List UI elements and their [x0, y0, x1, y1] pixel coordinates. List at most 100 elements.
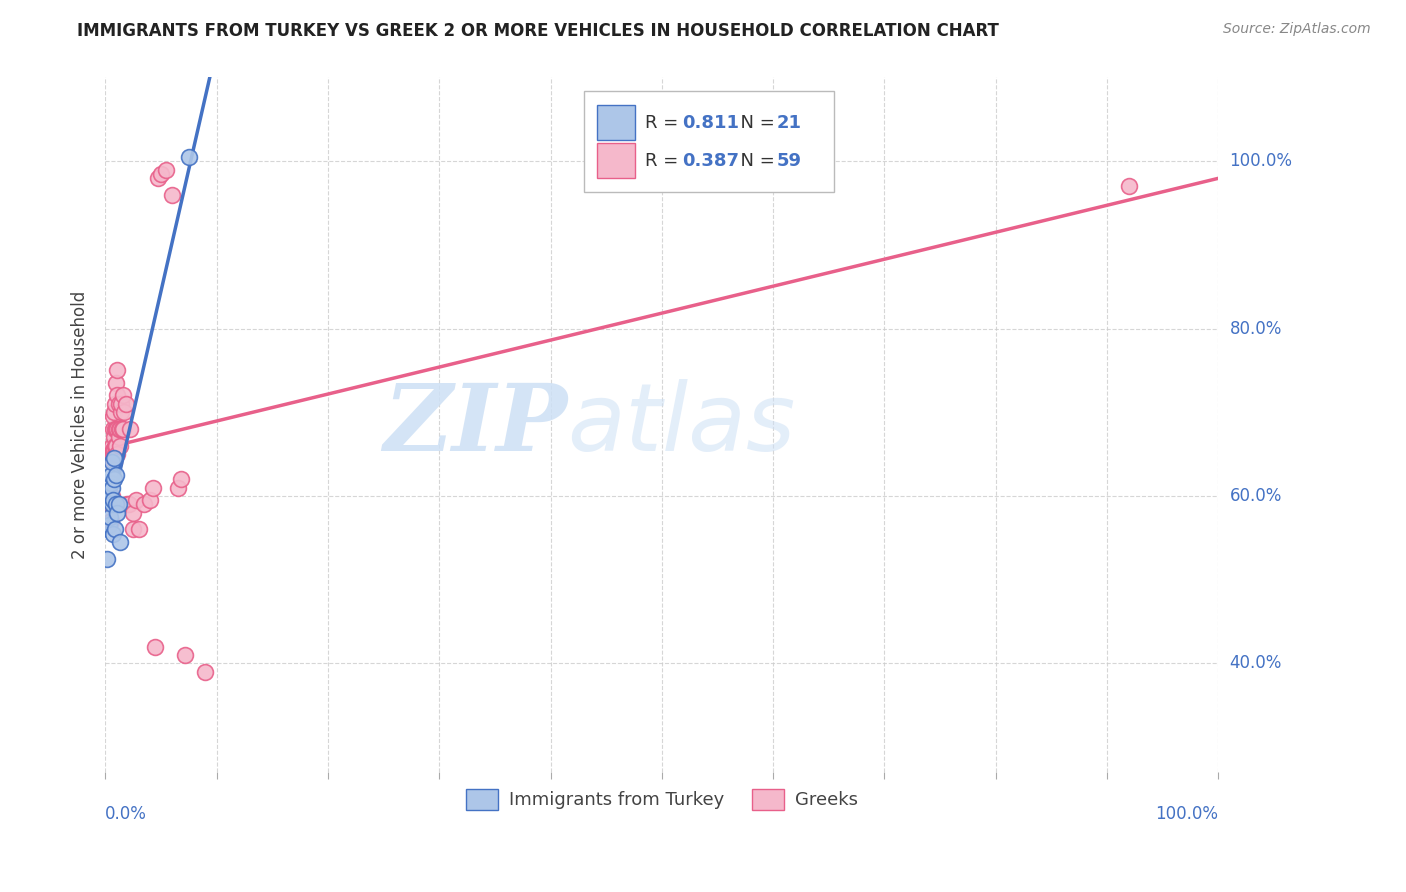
Point — [107, 497, 129, 511]
Point — [105, 422, 128, 436]
Point — [101, 489, 124, 503]
Point — [98, 497, 121, 511]
Text: 59: 59 — [776, 152, 801, 169]
Point — [170, 472, 193, 486]
Point — [112, 405, 135, 419]
Text: ZIP: ZIP — [382, 380, 567, 470]
Point — [100, 476, 122, 491]
FancyBboxPatch shape — [598, 105, 636, 140]
Text: Source: ZipAtlas.com: Source: ZipAtlas.com — [1223, 22, 1371, 37]
Point — [108, 439, 131, 453]
Point — [101, 526, 124, 541]
Point — [101, 497, 124, 511]
Point — [105, 468, 128, 483]
Text: 60.0%: 60.0% — [1230, 487, 1282, 505]
Text: 100.0%: 100.0% — [1230, 153, 1292, 170]
Point — [103, 472, 125, 486]
Point — [108, 535, 131, 549]
Point — [110, 397, 132, 411]
Point — [149, 167, 172, 181]
FancyBboxPatch shape — [598, 144, 636, 178]
Point — [128, 523, 150, 537]
Point — [108, 422, 131, 436]
Point — [134, 497, 156, 511]
Point — [111, 388, 134, 402]
Point — [122, 523, 145, 537]
Point — [104, 523, 127, 537]
Point — [105, 376, 128, 390]
Point — [107, 430, 129, 444]
Point — [115, 397, 138, 411]
Point — [174, 648, 197, 662]
Point — [101, 409, 124, 424]
Point — [143, 640, 166, 654]
Point — [100, 468, 122, 483]
Point — [155, 162, 177, 177]
Point — [177, 150, 200, 164]
Point — [103, 405, 125, 419]
Point — [101, 455, 124, 469]
Point — [146, 170, 169, 185]
Point — [107, 388, 129, 402]
Point — [96, 551, 118, 566]
Point — [107, 506, 129, 520]
Point — [101, 442, 124, 457]
Text: N =: N = — [728, 113, 780, 132]
Point — [105, 439, 128, 453]
Point — [103, 430, 125, 444]
Text: 0.0%: 0.0% — [105, 805, 148, 823]
Text: 0.387: 0.387 — [682, 152, 740, 169]
Point — [118, 422, 141, 436]
Point — [110, 405, 132, 419]
Point — [104, 422, 127, 436]
Point — [104, 439, 127, 453]
Point — [98, 509, 121, 524]
Point — [103, 455, 125, 469]
Point — [139, 493, 162, 508]
Text: 21: 21 — [776, 113, 801, 132]
Point — [117, 497, 139, 511]
Point — [97, 493, 120, 508]
Point — [101, 422, 124, 436]
Point — [97, 493, 120, 508]
Point — [103, 442, 125, 457]
Point — [125, 493, 148, 508]
Point — [105, 497, 128, 511]
Point — [1118, 179, 1140, 194]
Text: IMMIGRANTS FROM TURKEY VS GREEK 2 OR MORE VEHICLES IN HOUSEHOLD CORRELATION CHAR: IMMIGRANTS FROM TURKEY VS GREEK 2 OR MOR… — [77, 22, 1000, 40]
Text: 100.0%: 100.0% — [1156, 805, 1219, 823]
Point — [117, 497, 139, 511]
Point — [107, 447, 129, 461]
Point — [97, 518, 120, 533]
Point — [100, 514, 122, 528]
Text: 0.811: 0.811 — [682, 113, 740, 132]
Point — [160, 187, 183, 202]
Point — [104, 447, 127, 461]
Point — [166, 481, 188, 495]
Text: R =: R = — [645, 152, 685, 169]
Point — [101, 451, 124, 466]
Y-axis label: 2 or more Vehicles in Household: 2 or more Vehicles in Household — [72, 291, 89, 559]
Point — [107, 422, 129, 436]
FancyBboxPatch shape — [583, 91, 834, 192]
Point — [105, 439, 128, 453]
Text: 40.0%: 40.0% — [1230, 655, 1282, 673]
Point — [111, 422, 134, 436]
Point — [142, 481, 165, 495]
Point — [100, 451, 122, 466]
Point — [98, 489, 121, 503]
Point — [101, 493, 124, 508]
Text: R =: R = — [645, 113, 685, 132]
Point — [101, 481, 124, 495]
Text: atlas: atlas — [567, 379, 796, 470]
Point — [194, 665, 217, 679]
Point — [107, 422, 129, 436]
Point — [101, 439, 124, 453]
Legend: Immigrants from Turkey, Greeks: Immigrants from Turkey, Greeks — [457, 780, 868, 819]
Point — [122, 506, 145, 520]
Point — [107, 397, 129, 411]
Point — [104, 397, 127, 411]
Text: N =: N = — [728, 152, 780, 169]
Point — [107, 363, 129, 377]
Point — [103, 451, 125, 466]
